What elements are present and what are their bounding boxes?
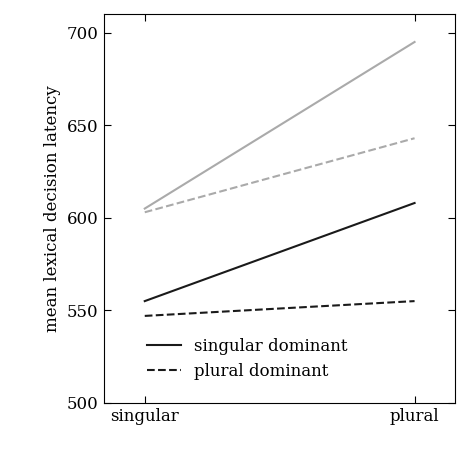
Y-axis label: mean lexical decision latency: mean lexical decision latency [44, 85, 61, 332]
Legend: singular dominant, plural dominant: singular dominant, plural dominant [141, 331, 354, 387]
